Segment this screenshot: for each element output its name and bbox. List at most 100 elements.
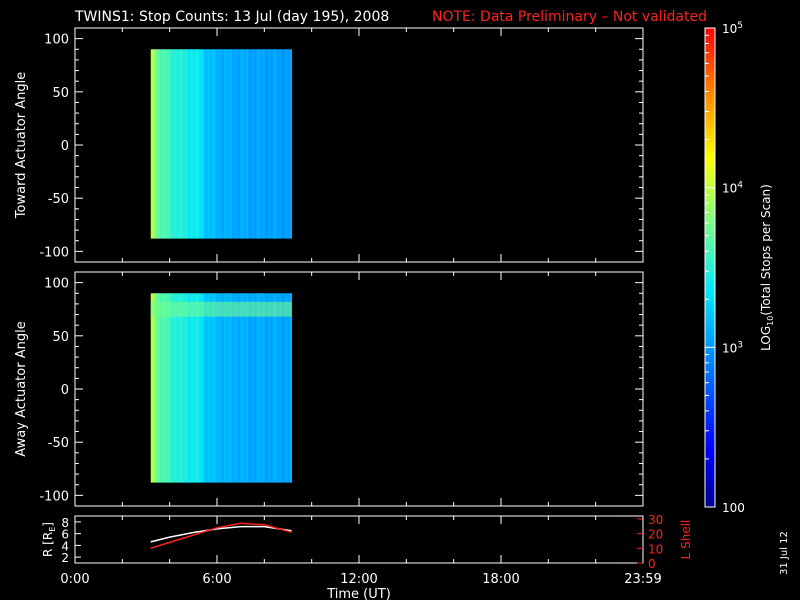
toward-heatmap-column bbox=[261, 49, 264, 239]
away-heatmap-column bbox=[167, 293, 170, 483]
toward-heatmap-column bbox=[257, 49, 260, 239]
away-heatmap-column bbox=[273, 293, 276, 483]
away-heatmap-column bbox=[194, 293, 197, 483]
away-heatmap-column bbox=[258, 293, 261, 483]
toward-heatmap-column bbox=[269, 49, 272, 239]
toward-ytick-label: 0 bbox=[61, 139, 69, 154]
away-heatmap-column bbox=[170, 293, 173, 483]
away-heatmap-column bbox=[150, 293, 153, 483]
away-heatmap-column bbox=[230, 293, 233, 483]
away-heatmap-column bbox=[155, 293, 158, 483]
away-heatmap-column bbox=[218, 293, 221, 483]
toward-heatmap-column bbox=[227, 49, 230, 239]
toward-heatmap-column bbox=[279, 49, 282, 239]
toward-heatmap-column bbox=[240, 49, 243, 239]
toward-heatmap-column bbox=[267, 49, 270, 239]
toward-heatmap-column bbox=[249, 49, 252, 239]
away-heatmap-column bbox=[257, 293, 260, 483]
away-ytick-label: 0 bbox=[61, 383, 69, 398]
toward-heatmap-column bbox=[197, 49, 200, 239]
lshell-series-line bbox=[150, 522, 292, 550]
away-heatmap-column bbox=[237, 293, 240, 483]
toward-actuator-panel: -100 -50 0 50 100 Toward Actuator Angle bbox=[14, 27, 644, 263]
toward-heatmap-column bbox=[183, 49, 186, 239]
away-heatmap-column bbox=[261, 293, 264, 483]
away-heatmap-column bbox=[260, 293, 263, 483]
toward-heatmap-column bbox=[150, 49, 153, 239]
toward-heatmap-column bbox=[204, 49, 207, 239]
toward-heatmap-column bbox=[231, 49, 234, 239]
toward-heatmap-column bbox=[161, 49, 164, 239]
toward-heatmap-column bbox=[218, 49, 221, 239]
away-heatmap-column bbox=[222, 293, 225, 483]
toward-heatmap-column bbox=[192, 49, 195, 239]
toward-heatmap-column bbox=[288, 49, 291, 239]
toward-heatmap-column bbox=[174, 49, 177, 239]
away-heatmap-column bbox=[215, 293, 218, 483]
away-heatmap-column bbox=[225, 293, 228, 483]
toward-heatmap-column bbox=[173, 49, 176, 239]
away-heatmap-column bbox=[164, 293, 167, 483]
away-ytick-label: 100 bbox=[44, 277, 69, 292]
toward-heatmap-column bbox=[234, 49, 237, 239]
away-heatmap-column bbox=[204, 293, 207, 483]
toward-heatmap-column bbox=[168, 49, 171, 239]
toward-heatmap-column bbox=[162, 49, 165, 239]
away-heatmap-column bbox=[159, 293, 162, 483]
away-heatmap-column bbox=[243, 293, 246, 483]
toward-heatmap-column bbox=[213, 49, 216, 239]
toward-heatmap-column bbox=[158, 49, 161, 239]
toward-heatmap-column bbox=[245, 49, 248, 239]
toward-heatmap-column bbox=[263, 49, 266, 239]
toward-ytick-label: -100 bbox=[39, 245, 69, 260]
away-ytick-label: -100 bbox=[39, 489, 69, 504]
toward-heatmap-column bbox=[281, 49, 284, 239]
toward-heatmap-column bbox=[180, 49, 183, 239]
toward-heatmap-column bbox=[258, 49, 261, 239]
away-heatmap-band bbox=[150, 301, 292, 317]
away-heatmap-column bbox=[284, 293, 287, 483]
away-heatmap-column bbox=[200, 293, 203, 483]
away-heatmap-column bbox=[255, 293, 258, 483]
away-heatmap-column bbox=[156, 293, 159, 483]
away-heatmap-column bbox=[290, 293, 293, 483]
away-heatmap-column bbox=[242, 293, 245, 483]
away-ytick-label: -50 bbox=[48, 436, 69, 451]
away-heatmap-column bbox=[158, 293, 161, 483]
away-heatmap-column bbox=[197, 293, 200, 483]
toward-heatmap-column bbox=[212, 49, 215, 239]
away-heatmap-column bbox=[182, 293, 185, 483]
away-heatmap-column bbox=[219, 293, 222, 483]
toward-heatmap-column bbox=[189, 49, 192, 239]
away-heatmap-column bbox=[272, 293, 275, 483]
orbit-ytick-left-label: 2 bbox=[61, 551, 69, 565]
toward-heatmap-column bbox=[230, 49, 233, 239]
away-heatmap-column bbox=[246, 293, 249, 483]
away-heatmap-column bbox=[192, 293, 195, 483]
toward-heatmap-column bbox=[237, 49, 240, 239]
toward-heatmap-column bbox=[222, 49, 225, 239]
toward-heatmap-column bbox=[278, 49, 281, 239]
toward-heatmap-column bbox=[270, 49, 273, 239]
toward-heatmap-column bbox=[182, 49, 185, 239]
toward-heatmap-column bbox=[273, 49, 276, 239]
away-heatmap-column bbox=[270, 293, 273, 483]
toward-heatmap-column bbox=[251, 49, 254, 239]
toward-heatmap-column bbox=[264, 49, 267, 239]
toward-heatmap-column bbox=[200, 49, 203, 239]
away-heatmap-column bbox=[275, 293, 278, 483]
toward-heatmap-column bbox=[152, 49, 155, 239]
toward-heatmap-column bbox=[228, 49, 231, 239]
away-heatmap-column bbox=[210, 293, 213, 483]
toward-heatmap-column bbox=[243, 49, 246, 239]
orbit-ytick-right-label: 10 bbox=[648, 542, 663, 556]
away-heatmap-column bbox=[278, 293, 281, 483]
away-heatmap-column bbox=[168, 293, 171, 483]
away-heatmap-column bbox=[251, 293, 254, 483]
away-heatmap-column bbox=[201, 293, 204, 483]
orbit-ytick-left-label: 8 bbox=[61, 516, 69, 530]
away-heatmap-column bbox=[248, 293, 251, 483]
toward-heatmap-column bbox=[224, 49, 227, 239]
orbit-xtick-label: 6:00 bbox=[202, 572, 231, 587]
